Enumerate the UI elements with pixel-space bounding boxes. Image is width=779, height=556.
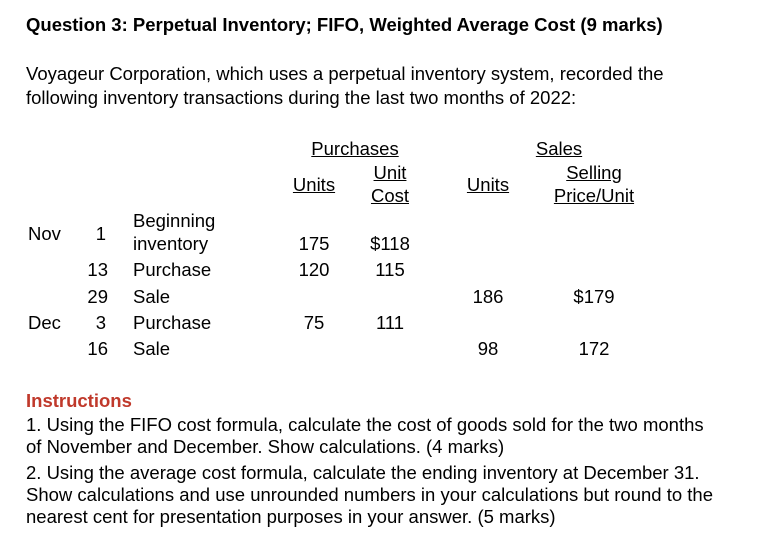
- intro-paragraph: Voyageur Corporation, which uses a perpe…: [26, 62, 664, 110]
- purchases-header: Purchases: [311, 138, 399, 159]
- row-day: 13: [87, 259, 108, 280]
- row-purchase-units: 175: [298, 233, 330, 254]
- row-day: 1: [95, 223, 106, 244]
- row-sales-units: 98: [477, 338, 499, 359]
- row-description: Purchase: [133, 312, 212, 333]
- row-selling-price: 172: [578, 338, 610, 359]
- row-description: Purchase: [133, 259, 212, 280]
- row-day: 29: [87, 286, 108, 307]
- instruction-item-2: 2. Using the average cost formula, calcu…: [26, 462, 713, 528]
- instruction-line: 1. Using the FIFO cost formula, calculat…: [26, 414, 704, 435]
- instruction-line: Show calculations and use unrounded numb…: [26, 484, 713, 505]
- row-sales-units: 186: [472, 286, 504, 307]
- row-description: Sale: [133, 338, 171, 359]
- sales-units-header: Units: [466, 174, 510, 195]
- selling-price-header-line1: Selling: [566, 162, 622, 183]
- row-unit-cost: 111: [375, 312, 405, 333]
- instructions-heading: Instructions: [26, 390, 132, 411]
- instruction-line: nearest cent for presentation purposes i…: [26, 506, 556, 527]
- row-description-cont: inventory: [133, 233, 209, 254]
- unit-cost-header-line1: Unit: [373, 162, 407, 183]
- instruction-item-1: 1. Using the FIFO cost formula, calculat…: [26, 414, 704, 458]
- intro-line: Voyageur Corporation, which uses a perpe…: [26, 63, 664, 84]
- row-purchase-units: 120: [298, 259, 330, 280]
- row-month: Dec: [28, 312, 61, 333]
- intro-line: following inventory transactions during …: [26, 87, 577, 108]
- sales-header: Sales: [535, 138, 583, 159]
- selling-price-header-line2: Price/Unit: [553, 185, 635, 206]
- row-selling-price: $179: [573, 286, 615, 307]
- row-day: 3: [95, 312, 106, 333]
- row-description: Sale: [133, 286, 171, 307]
- purchases-units-header: Units: [292, 174, 336, 195]
- row-purchase-units: 75: [303, 312, 325, 333]
- row-unit-cost: 115: [375, 259, 405, 280]
- row-month: Nov: [28, 223, 61, 244]
- question-title: Question 3: Perpetual Inventory; FIFO, W…: [26, 14, 663, 35]
- row-unit-cost: $118: [370, 233, 410, 254]
- instruction-line: of November and December. Show calculati…: [26, 436, 505, 457]
- instruction-line: 2. Using the average cost formula, calcu…: [26, 462, 700, 483]
- unit-cost-header-line2: Cost: [370, 185, 410, 206]
- row-day: 16: [87, 338, 108, 359]
- row-description: Beginning: [133, 210, 216, 231]
